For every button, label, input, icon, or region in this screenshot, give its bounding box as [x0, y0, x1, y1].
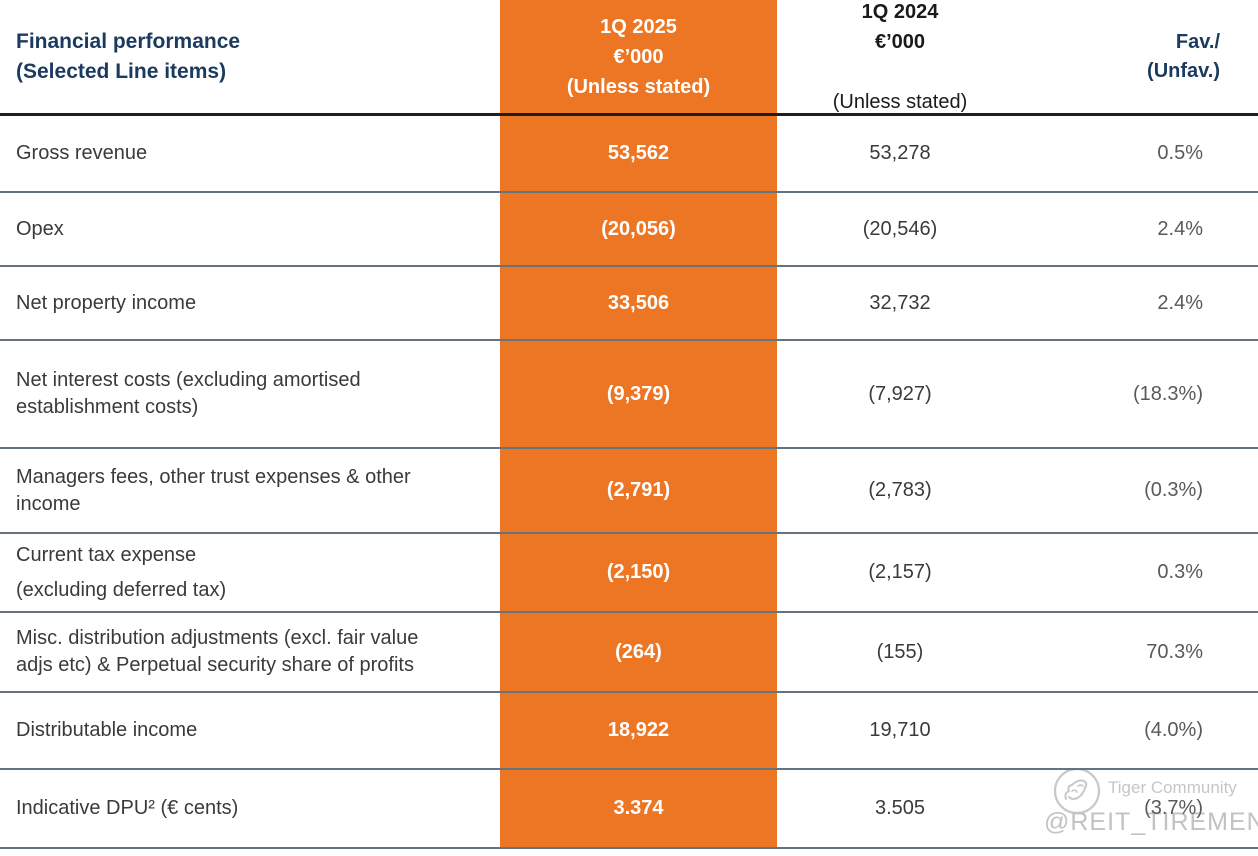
table-row-gross-revenue: Gross revenue 53,562 53,278 0.5%: [0, 116, 1258, 193]
value-1q2024: (2,783): [868, 479, 932, 501]
value-1q2025: 33,506: [607, 291, 670, 314]
value-fav-unfav-cell: (0.3%): [1023, 449, 1258, 532]
value-1q2024: (2,157): [868, 561, 932, 583]
value-fav-unfav-cell: 2.4%: [1023, 193, 1258, 265]
header-1q2024-label: 1Q 2024 €’000 (Unless stated): [833, 0, 968, 147]
value-fav-unfav-cell: (4.0%): [1023, 693, 1258, 768]
value-1q2024-cell: 53,278: [777, 116, 1023, 191]
value-1q2025-cell: 33,506: [500, 267, 777, 339]
table-header-row: Financial performance (Selected Line ite…: [0, 0, 1258, 116]
value-1q2025-cell: (264): [500, 613, 777, 691]
row-label-cell: Distributable income: [0, 693, 500, 768]
value-1q2024: (155): [876, 640, 924, 663]
row-label-cell: Gross revenue: [0, 116, 500, 191]
row-label-cell: Net interest costs (excluding amortised …: [0, 341, 500, 447]
value-1q2024-cell: (20,546): [777, 193, 1023, 265]
value-1q2025-cell: (2,791): [500, 449, 777, 532]
value-1q2025: 3.374: [613, 797, 664, 819]
row-label-cell: Managers fees, other trust expenses & ot…: [0, 449, 500, 532]
row-label-cell: Opex: [0, 193, 500, 265]
value-1q2025-cell: (20,056): [500, 193, 777, 265]
value-fav-unfav: 0.5%: [1157, 142, 1203, 164]
value-1q2024-cell: (2,783): [777, 449, 1023, 532]
value-1q2024: (20,546): [862, 217, 938, 240]
value-1q2024-cell: (155): [777, 613, 1023, 691]
header-cell-1q2025: 1Q 2025 €’000 (Unless stated): [500, 0, 777, 113]
row-label-cell: Current tax expense (excluding deferred …: [0, 534, 500, 611]
value-1q2024: 19,710: [869, 719, 931, 741]
value-fav-unfav: (4.0%): [1144, 719, 1203, 741]
header-1q2025-label: 1Q 2025 €’000 (Unless stated): [566, 15, 711, 98]
value-fav-unfav: 2.4%: [1157, 291, 1203, 314]
row-label: Distributable income: [16, 719, 198, 741]
value-fav-unfav-cell: 0.3%: [1023, 534, 1258, 611]
table-row-current-tax-expense: Current tax expense (excluding deferred …: [0, 534, 1258, 613]
table-row-indicative-dpu: Indicative DPU² (€ cents) 3.374 3.505 (3…: [0, 770, 1258, 849]
value-1q2025: (2,150): [606, 561, 671, 583]
value-fav-unfav: (3.7%): [1144, 797, 1203, 819]
value-fav-unfav: (0.3%): [1144, 479, 1203, 501]
value-fav-unfav-cell: (18.3%): [1023, 341, 1258, 447]
header-cell-fav-unfav: Fav./ (Unfav.): [1023, 0, 1258, 113]
header-cell-1q2024: 1Q 2024 €’000 (Unless stated): [777, 0, 1023, 113]
value-1q2025: 53,562: [607, 142, 670, 164]
header-1q2024-unless-stated: (Unless stated): [832, 90, 968, 113]
value-fav-unfav-cell: 70.3%: [1023, 613, 1258, 691]
row-label: Indicative DPU² (€ cents): [16, 797, 239, 819]
value-1q2024: 32,732: [869, 291, 931, 314]
value-1q2025: (20,056): [601, 217, 676, 240]
value-1q2024-cell: 32,732: [777, 267, 1023, 339]
value-1q2024-cell: 3.505: [777, 770, 1023, 847]
value-1q2024-cell: (7,927): [777, 341, 1023, 447]
row-label-cell: Net property income: [0, 267, 500, 339]
table-row-net-property-income: Net property income 33,506 32,732 2.4%: [0, 267, 1258, 341]
header-1q2024-bold: 1Q 2024 €’000: [861, 0, 939, 53]
value-1q2025-cell: 18,922: [500, 693, 777, 768]
row-label-cell: Misc. distribution adjustments (excl. fa…: [0, 613, 500, 691]
value-1q2025-cell: (2,150): [500, 534, 777, 611]
value-fav-unfav-cell: 0.5%: [1023, 116, 1258, 191]
table-title: Financial performance (Selected Line ite…: [16, 29, 241, 83]
table-row-opex: Opex (20,056) (20,546) 2.4%: [0, 193, 1258, 267]
value-1q2025: (264): [615, 640, 662, 663]
value-fav-unfav-cell: (3.7%): [1023, 770, 1258, 847]
value-1q2025-cell: (9,379): [500, 341, 777, 447]
row-label: Net interest costs (excluding amortised …: [16, 369, 361, 418]
row-label: Current tax expense (excluding deferred …: [16, 543, 227, 601]
value-1q2025-cell: 53,562: [500, 116, 777, 191]
value-1q2025: (2,791): [606, 479, 671, 501]
value-1q2025: (9,379): [606, 382, 671, 405]
value-1q2024: 3.505: [874, 797, 926, 819]
value-fav-unfav: (18.3%): [1132, 382, 1203, 405]
value-fav-unfav: 2.4%: [1157, 217, 1203, 240]
table-row-net-interest-costs: Net interest costs (excluding amortised …: [0, 341, 1258, 449]
value-fav-unfav: 0.3%: [1157, 561, 1203, 583]
row-label: Misc. distribution adjustments (excl. fa…: [16, 627, 419, 676]
table-row-distributable-income: Distributable income 18,922 19,710 (4.0%…: [0, 693, 1258, 770]
row-label-cell: Indicative DPU² (€ cents): [0, 770, 500, 847]
value-fav-unfav: 70.3%: [1146, 640, 1203, 663]
header-cell-line-items: Financial performance (Selected Line ite…: [0, 0, 500, 113]
value-1q2024: (7,927): [868, 382, 932, 405]
row-label: Gross revenue: [16, 142, 148, 164]
value-fav-unfav-cell: 2.4%: [1023, 267, 1258, 339]
value-1q2024: 53,278: [869, 142, 931, 164]
row-label: Opex: [16, 217, 64, 240]
table-row-misc-distribution-adjustments: Misc. distribution adjustments (excl. fa…: [0, 613, 1258, 693]
value-1q2024-cell: (2,157): [777, 534, 1023, 611]
value-1q2025: 18,922: [607, 719, 670, 741]
value-1q2024-cell: 19,710: [777, 693, 1023, 768]
row-label: Net property income: [16, 291, 197, 314]
value-1q2025-cell: 3.374: [500, 770, 777, 847]
table-row-managers-fees: Managers fees, other trust expenses & ot…: [0, 449, 1258, 534]
header-fav-unfav-label: Fav./ (Unfav.): [1147, 30, 1220, 82]
row-label: Managers fees, other trust expenses & ot…: [16, 465, 411, 515]
